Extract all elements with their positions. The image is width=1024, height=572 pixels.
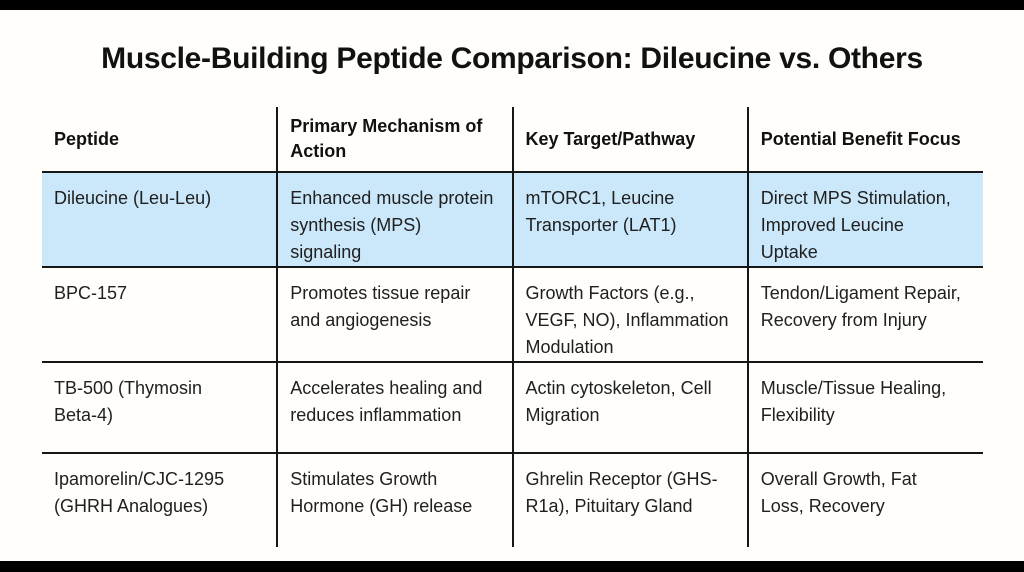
table-header: Peptide Primary Mechanism of Action Key … xyxy=(42,107,983,173)
col-header-peptide: Peptide xyxy=(42,107,278,173)
cell-peptide: Ipamorelin/CJC-1295 (GHRH Analogues) xyxy=(54,469,225,516)
cell-mechanism: Accelerates healing and reduces inflamma… xyxy=(276,362,513,454)
cell-benefit-focus: Tendon/Ligament Repair, Recovery from In… xyxy=(746,267,983,363)
table-row-tb500: TB-500 (Thymosin Beta-4) Accelerates hea… xyxy=(42,362,983,454)
cell-peptide: BPC-157 xyxy=(42,267,278,363)
cell-target-pathway: Growth Factors (e.g., VEGF, NO), Inflamm… xyxy=(511,267,748,363)
cell-benefit-focus: Direct MPS Stimulation, Improved Leucine… xyxy=(746,172,983,268)
cell-mechanism: Enhanced muscle protein synthesis (MPS) … xyxy=(276,172,513,268)
header-row: Peptide Primary Mechanism of Action Key … xyxy=(42,107,983,173)
cell-benefit-focus: Overall Growth, Fat Loss, Recovery xyxy=(746,453,983,547)
letterbox-bar-top xyxy=(0,0,1024,10)
col-header-target-pathway: Key Target/Pathway xyxy=(511,107,748,173)
cell-target-pathway: Actin cytoskeleton, Cell Migration xyxy=(511,362,748,454)
cell-mechanism: Promotes tissue repair and angiogenesis xyxy=(276,267,513,363)
cell-benefit-focus: Muscle/Tissue Healing, Flexibility xyxy=(746,362,983,454)
cell-target-pathway: Ghrelin Receptor (GHS- R1a), Pituitary G… xyxy=(511,453,748,547)
table-row-dileucine: Dileucine (Leu-Leu) Enhanced muscle prot… xyxy=(42,172,983,268)
peptide-comparison-table: Peptide Primary Mechanism of Action Key … xyxy=(42,107,983,547)
cell-peptide: Dileucine (Leu-Leu) xyxy=(42,172,278,268)
col-header-mechanism: Primary Mechanism of Action xyxy=(276,107,513,173)
table-row-bpc157: BPC-157 Promotes tissue repair and angio… xyxy=(42,267,983,363)
page-title: Muscle-Building Peptide Comparison: Dile… xyxy=(101,42,923,75)
cell-mechanism: Stimulates Growth Hormone (GH) release xyxy=(276,453,513,547)
cell-peptide: TB-500 (Thymosin Beta-4) xyxy=(42,362,278,454)
cell-target-pathway: mTORC1, Leucine Transporter (LAT1) xyxy=(511,172,748,268)
col-header-benefit-focus: Potential Benefit Focus xyxy=(746,107,983,173)
table-row-ipamorelin-cjc1295: Ipamorelin/CJC-1295 (GHRH Analogues) Sti… xyxy=(42,453,983,547)
letterbox-bar-bottom xyxy=(0,561,1024,572)
